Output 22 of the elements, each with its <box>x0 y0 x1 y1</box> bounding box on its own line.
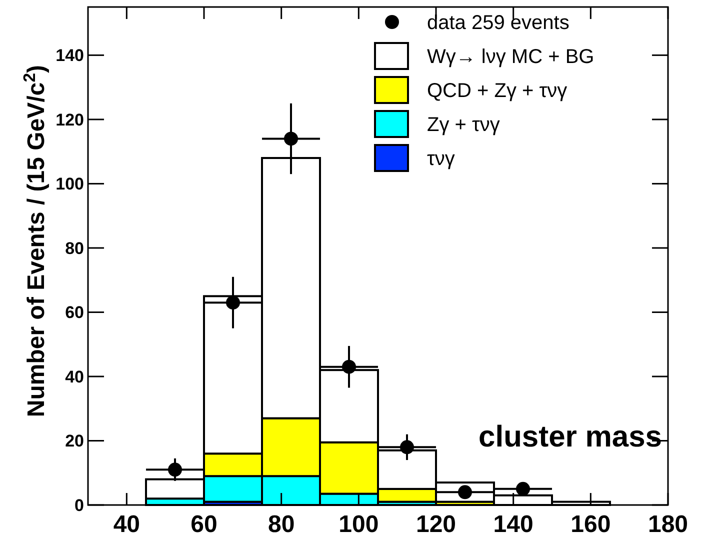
legend-label: Zγ + τνγ <box>427 114 500 136</box>
y-tick-label: 80 <box>65 238 84 258</box>
y-tick-label: 120 <box>56 110 84 130</box>
y-tick-label: 60 <box>65 303 84 322</box>
x-tick-label: 40 <box>113 511 140 538</box>
y-tick-label: 0 <box>74 496 84 515</box>
x-tick-label: 160 <box>570 511 611 538</box>
legend-label: QCD + Zγ + τνγ <box>427 80 568 102</box>
y-tick-label: 140 <box>56 46 84 66</box>
x-tick-label: 60 <box>190 511 218 538</box>
y-tick-label: 40 <box>65 367 84 386</box>
y-tick-label: 20 <box>65 432 84 451</box>
y-tick-label: 100 <box>56 174 84 194</box>
legend-label: data 259 events <box>427 12 570 34</box>
legend-label: Wγ→ lνγ MC + BG <box>427 46 594 68</box>
annotation: cluster mass <box>478 420 662 454</box>
x-tick-label: 100 <box>338 511 379 538</box>
legend-label: τνγ <box>427 148 455 170</box>
x-tick-label: 120 <box>416 511 456 538</box>
x-tick-label: 180 <box>648 511 688 538</box>
x-tick-label: 140 <box>493 511 534 538</box>
x-tick-label: 80 <box>268 511 295 538</box>
